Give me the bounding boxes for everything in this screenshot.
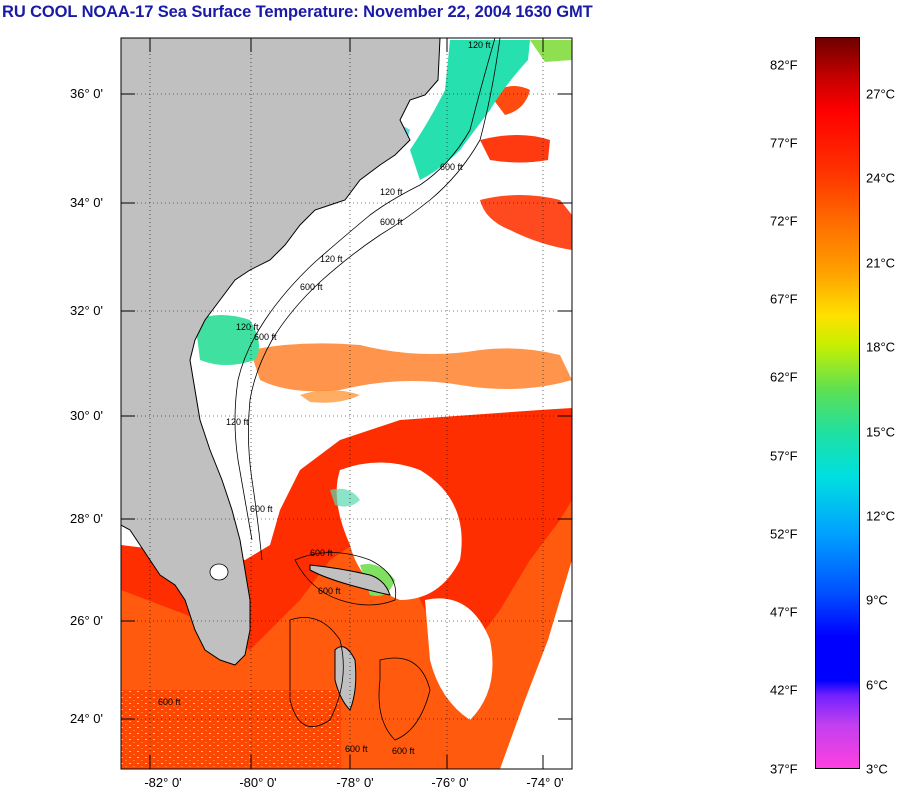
contour-label: 600 ft xyxy=(250,504,273,514)
lat-label: 36° 0' xyxy=(70,86,103,101)
sst-patch-east-1 xyxy=(480,195,572,250)
contour-label: 600 ft xyxy=(392,746,415,756)
colorbar-c-label: 3°C xyxy=(866,761,888,777)
contour-120ft xyxy=(234,38,496,541)
colorbar-f-label: 82°F xyxy=(770,57,798,73)
contour-bahamas xyxy=(289,552,431,741)
colorbar-c-label: 18°C xyxy=(866,339,896,355)
contour-label: 600 ft xyxy=(254,332,277,342)
contour-label: 600 ft xyxy=(380,217,403,227)
contour-label: 120 ft xyxy=(320,254,343,264)
axis-ticks xyxy=(121,38,572,769)
chart-title: RU COOL NOAA-17 Sea Surface Temperature:… xyxy=(2,3,593,21)
sst-cloud-hole-keys xyxy=(425,598,493,720)
colorbar-c-label: 15°C xyxy=(866,424,896,440)
contour-600ft xyxy=(248,38,501,561)
colorbar-c-label: 12°C xyxy=(866,508,896,524)
contour-label: 120 ft xyxy=(236,322,259,332)
swath-edge-no-data xyxy=(500,560,572,769)
colorbar-f-label: 47°F xyxy=(770,604,798,620)
lon-label: -76° 0' xyxy=(431,775,469,790)
colorbar-f-label: 37°F xyxy=(770,761,798,777)
colorbar-c-label: 9°C xyxy=(866,592,888,608)
colorbar-f-label: 72°F xyxy=(770,213,798,229)
lat-label: 24° 0' xyxy=(70,711,103,726)
sst-green-patch-ne xyxy=(530,40,572,62)
land-us-east-coast xyxy=(121,38,441,666)
contour-label-group: 120 ft 600 ft 120 ft 600 ft 120 ft 600 f… xyxy=(158,40,491,756)
temperature-colorbar xyxy=(815,37,860,769)
colorbar-f-label: 57°F xyxy=(770,448,798,464)
colorbar-c-label: 27°C xyxy=(866,86,896,102)
speckled-cloud-edge xyxy=(121,690,341,769)
colorbar-f-label: 42°F xyxy=(770,682,798,698)
sst-patch-30n xyxy=(300,390,360,403)
lon-label: -82° 0' xyxy=(144,775,182,790)
contour-label: 600 ft xyxy=(158,697,181,707)
lat-label: 28° 0' xyxy=(70,511,103,526)
lat-label: 34° 0' xyxy=(70,195,103,210)
lat-label: 30° 0' xyxy=(70,408,103,423)
lake-okeechobee xyxy=(209,563,229,581)
contour-label: 600 ft xyxy=(440,162,463,172)
lon-label: -78° 0' xyxy=(336,775,374,790)
colorbar-c-label: 6°C xyxy=(866,677,888,693)
sst-patch-mid xyxy=(250,343,572,392)
sst-cool-shelf-nc xyxy=(410,40,530,180)
contour-label: 600 ft xyxy=(300,282,323,292)
colorbar-c-label: 21°C xyxy=(866,255,896,271)
land-grand-bahama xyxy=(309,564,391,596)
lon-label: -80° 0' xyxy=(239,775,277,790)
contour-label: 600 ft xyxy=(310,548,333,558)
colorbar-c-label: 24°C xyxy=(866,170,896,186)
contour-label: 600 ft xyxy=(345,744,368,754)
sst-cool-patch-bahamas xyxy=(330,488,360,507)
contour-label: 120 ft xyxy=(380,187,403,197)
sst-gulfstream-north xyxy=(480,135,550,163)
lat-label: 26° 0' xyxy=(70,613,103,628)
map-plot-area: 120 ft 600 ft 120 ft 600 ft 120 ft 600 f… xyxy=(121,38,572,769)
colorbar-f-label: 77°F xyxy=(770,135,798,151)
contour-label: 120 ft xyxy=(226,417,249,427)
contour-label: 600 ft xyxy=(318,586,341,596)
lon-label: -74° 0' xyxy=(526,775,564,790)
colorbar-f-label: 62°F xyxy=(770,369,798,385)
map-frame xyxy=(120,37,573,770)
sst-cool-shelf-ga xyxy=(195,315,259,365)
lat-label: 32° 0' xyxy=(70,303,103,318)
contour-label: 120 ft xyxy=(468,40,491,50)
colorbar-f-label: 67°F xyxy=(770,291,798,307)
colorbar-f-label: 52°F xyxy=(770,526,798,542)
